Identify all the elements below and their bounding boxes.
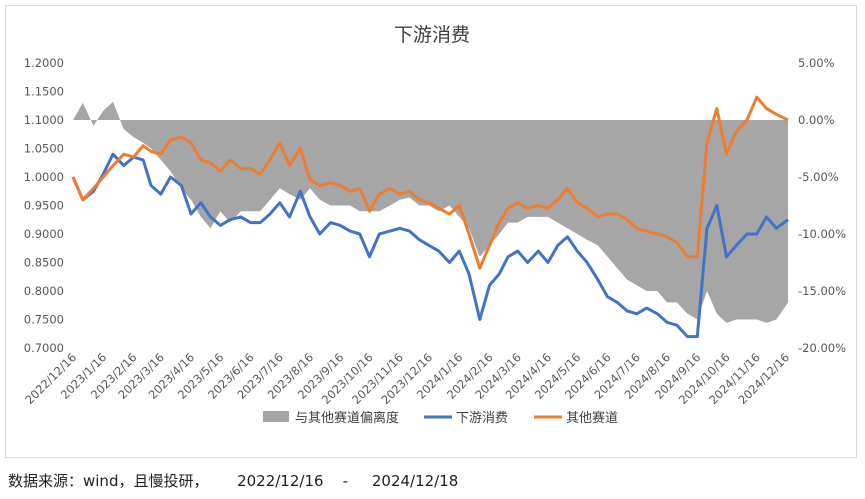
- right-axis-tick-label: 0.00%: [798, 113, 835, 127]
- legend-label: 与其他赛道偏离度: [295, 410, 399, 426]
- source-note: 数据来源：wind，且慢投研， 2022/12/16 - 2024/12/18: [8, 472, 459, 490]
- left-axis-tick-label: 1.2000: [24, 56, 64, 70]
- legend-label: 其他赛道: [566, 410, 618, 426]
- legend: 与其他赛道偏离度 下游消费 其他赛道: [263, 410, 618, 426]
- left-axis-tick-label: 0.7500: [24, 313, 64, 327]
- left-axis-tick-label: 0.9000: [24, 227, 64, 241]
- legend-label: 下游消费: [456, 411, 508, 426]
- right-axis-tick-label: -15.00%: [798, 284, 846, 298]
- series-line-other-tracks: [71, 95, 789, 270]
- right-axis-tick-label: 5.00%: [798, 56, 835, 70]
- series-line-downstream: [71, 152, 789, 339]
- left-axis-tick-label: 1.0000: [24, 170, 64, 184]
- chart-frame: 下游消费 0.7000 0.7500 0.8000 0.8500 0.9000 0.950…: [5, 5, 857, 458]
- left-axis-tick-label: 0.8500: [24, 256, 64, 270]
- left-axis-tick-label: 1.1500: [24, 85, 64, 99]
- left-axis-tick-label: 1.0500: [24, 142, 64, 156]
- chart: 下游消费 0.7000 0.7500 0.8000 0.8500 0.9000 0.950…: [22, 24, 846, 426]
- right-axis-tick-label: -20.00%: [798, 341, 846, 355]
- right-axis-tick-label: -10.00%: [798, 227, 846, 241]
- right-axis-tick-label: -5.00%: [798, 170, 839, 184]
- left-axis-tick-label: 1.1000: [24, 113, 64, 127]
- chart-title: 下游消费: [394, 24, 470, 46]
- deviation-area: [73, 101, 788, 323]
- legend-swatch: [263, 411, 289, 422]
- left-axis-tick-label: 0.8000: [24, 284, 64, 298]
- left-axis-tick-label: 0.9500: [24, 199, 64, 213]
- left-axis-tick-label: 0.7000: [24, 341, 64, 355]
